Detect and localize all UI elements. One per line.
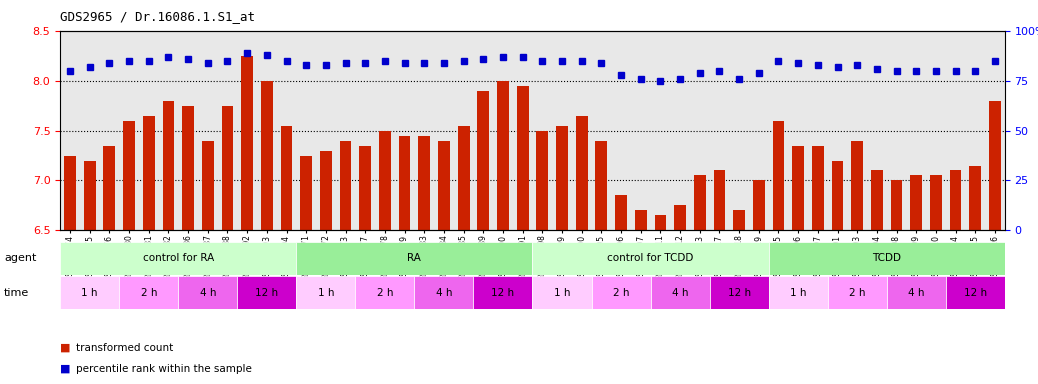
Bar xyxy=(989,101,1001,230)
Bar xyxy=(84,161,95,230)
Bar xyxy=(297,242,532,275)
Text: 2 h: 2 h xyxy=(612,288,629,298)
Bar xyxy=(414,276,473,309)
Bar xyxy=(827,276,886,309)
Text: 12 h: 12 h xyxy=(255,288,278,298)
Bar xyxy=(379,131,391,230)
Bar xyxy=(438,141,449,230)
Bar xyxy=(596,141,607,230)
Text: ■: ■ xyxy=(60,343,71,353)
Bar xyxy=(556,126,568,230)
Bar xyxy=(675,205,686,230)
Bar xyxy=(261,81,273,230)
Text: 12 h: 12 h xyxy=(963,288,987,298)
Text: agent: agent xyxy=(4,253,36,263)
Text: 12 h: 12 h xyxy=(491,288,515,298)
Bar xyxy=(930,175,941,230)
Bar xyxy=(399,136,410,230)
Bar xyxy=(592,276,651,309)
Bar xyxy=(183,106,194,230)
Bar xyxy=(851,141,864,230)
Text: 1 h: 1 h xyxy=(81,288,98,298)
Text: percentile rank within the sample: percentile rank within the sample xyxy=(76,364,251,374)
Bar xyxy=(119,276,179,309)
Bar xyxy=(910,175,922,230)
Bar xyxy=(179,276,238,309)
Bar xyxy=(339,141,352,230)
Text: control for TCDD: control for TCDD xyxy=(607,253,693,263)
Text: ■: ■ xyxy=(60,364,71,374)
Bar xyxy=(143,116,155,230)
Bar xyxy=(772,121,785,230)
Bar xyxy=(768,242,1005,275)
Text: 2 h: 2 h xyxy=(849,288,866,298)
Bar xyxy=(532,242,768,275)
Bar xyxy=(473,276,532,309)
Bar xyxy=(871,170,882,230)
Text: 4 h: 4 h xyxy=(436,288,453,298)
Text: RA: RA xyxy=(408,253,421,263)
Bar xyxy=(64,156,76,230)
Text: 1 h: 1 h xyxy=(553,288,570,298)
Bar xyxy=(300,156,312,230)
Bar xyxy=(359,146,372,230)
Text: 12 h: 12 h xyxy=(728,288,750,298)
Bar xyxy=(517,86,528,230)
Bar xyxy=(320,151,332,230)
Bar xyxy=(60,276,119,309)
Text: GDS2965 / Dr.16086.1.S1_at: GDS2965 / Dr.16086.1.S1_at xyxy=(60,10,255,23)
Bar xyxy=(163,101,174,230)
Text: 1 h: 1 h xyxy=(318,288,334,298)
Bar xyxy=(201,141,214,230)
Bar xyxy=(238,276,297,309)
Bar xyxy=(104,146,115,230)
Bar xyxy=(710,276,768,309)
Bar xyxy=(532,276,592,309)
Text: time: time xyxy=(4,288,29,298)
Bar xyxy=(497,81,509,230)
Bar xyxy=(635,210,647,230)
Bar xyxy=(886,276,946,309)
Bar xyxy=(458,126,469,230)
Text: 2 h: 2 h xyxy=(377,288,393,298)
Bar xyxy=(753,180,765,230)
Bar xyxy=(812,146,824,230)
Text: control for RA: control for RA xyxy=(142,253,214,263)
Bar xyxy=(221,106,234,230)
Text: TCDD: TCDD xyxy=(872,253,901,263)
Bar xyxy=(280,126,293,230)
Bar xyxy=(693,175,706,230)
Bar xyxy=(297,276,355,309)
Bar xyxy=(418,136,430,230)
Bar xyxy=(946,276,1005,309)
Bar xyxy=(713,170,726,230)
Bar xyxy=(576,116,588,230)
Text: 4 h: 4 h xyxy=(199,288,216,298)
Bar xyxy=(355,276,414,309)
Bar xyxy=(616,195,627,230)
Bar xyxy=(768,276,827,309)
Bar xyxy=(537,131,548,230)
Bar xyxy=(891,180,902,230)
Text: transformed count: transformed count xyxy=(76,343,173,353)
Text: 2 h: 2 h xyxy=(140,288,157,298)
Text: 1 h: 1 h xyxy=(790,288,807,298)
Bar xyxy=(477,91,489,230)
Bar xyxy=(831,161,844,230)
Bar xyxy=(969,166,981,230)
Bar xyxy=(950,170,961,230)
Bar xyxy=(655,215,666,230)
Bar xyxy=(733,210,745,230)
Text: 4 h: 4 h xyxy=(908,288,925,298)
Bar xyxy=(792,146,804,230)
Bar xyxy=(651,276,710,309)
Text: 4 h: 4 h xyxy=(672,288,688,298)
Bar xyxy=(60,242,297,275)
Bar xyxy=(124,121,135,230)
Bar xyxy=(241,56,253,230)
